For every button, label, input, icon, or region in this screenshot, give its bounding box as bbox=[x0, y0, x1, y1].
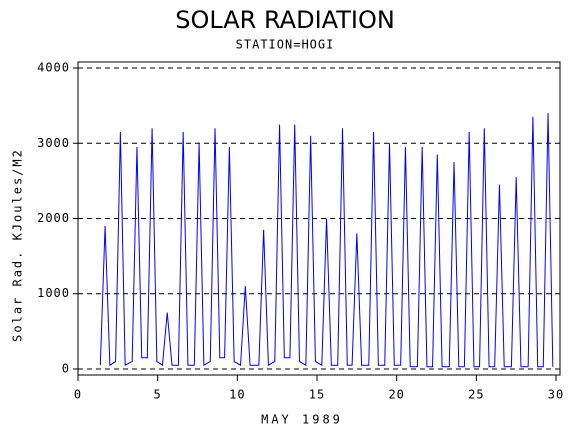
x-tick-label: 25 bbox=[468, 388, 484, 402]
x-tick-label: 10 bbox=[229, 388, 245, 402]
chart-title: SOLAR RADIATION bbox=[175, 6, 395, 34]
x-axis-label: MAY 1989 bbox=[261, 413, 343, 427]
x-tick-label: 15 bbox=[309, 388, 325, 402]
y-tick-label: 2000 bbox=[37, 211, 70, 225]
x-tick-label: 20 bbox=[388, 388, 404, 402]
y-tick-label: 3000 bbox=[37, 136, 70, 150]
data-line bbox=[99, 113, 554, 368]
y-tick-label: 1000 bbox=[37, 286, 70, 300]
y-axis-label: Solar Rad. KJoules/M2 bbox=[11, 148, 25, 342]
x-tick-label: 5 bbox=[154, 388, 162, 402]
x-tick-label: 30 bbox=[548, 388, 564, 402]
y-tick-label: 4000 bbox=[37, 61, 70, 75]
chart-subtitle: STATION=HOGI bbox=[236, 38, 335, 52]
y-tick-label: 0 bbox=[62, 361, 70, 375]
x-tick-label: 0 bbox=[74, 388, 82, 402]
